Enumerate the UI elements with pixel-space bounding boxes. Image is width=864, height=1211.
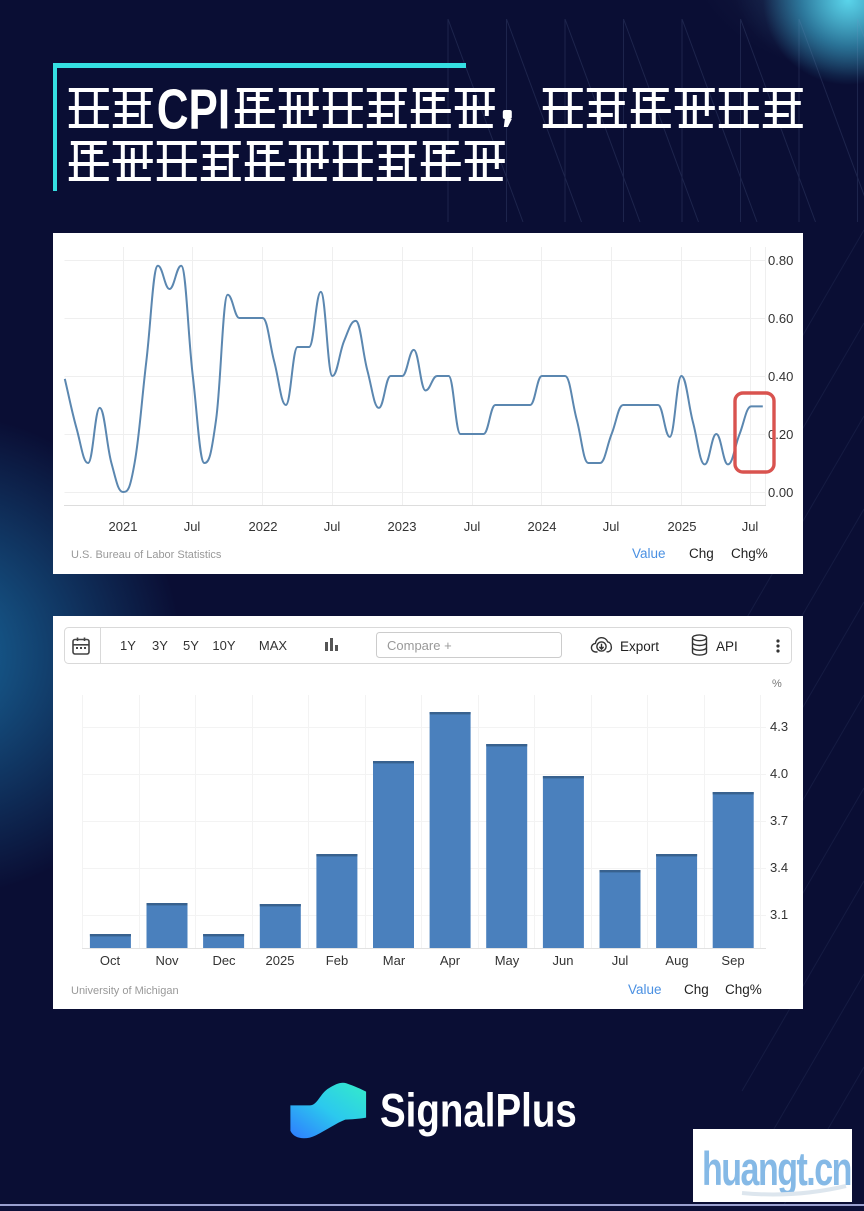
svg-text:Jul: Jul xyxy=(324,519,341,534)
svg-text:Chg%: Chg% xyxy=(731,546,768,561)
svg-text:3Y: 3Y xyxy=(152,638,168,653)
svg-text:Value: Value xyxy=(628,982,662,997)
svg-text:0.80: 0.80 xyxy=(768,253,793,268)
svg-text:0.00: 0.00 xyxy=(768,485,793,500)
svg-text:2023: 2023 xyxy=(388,519,417,534)
svg-text:2024: 2024 xyxy=(528,519,557,534)
svg-text:Oct: Oct xyxy=(100,953,121,968)
svg-text:Jul: Jul xyxy=(612,953,629,968)
svg-text:Chg%: Chg% xyxy=(725,982,762,997)
svg-text:May: May xyxy=(495,953,520,968)
svg-text:Chg: Chg xyxy=(684,982,709,997)
svg-text:%: % xyxy=(772,678,782,690)
svg-text:Nov: Nov xyxy=(155,953,179,968)
svg-text:Aug: Aug xyxy=(665,953,688,968)
svg-text:MAX: MAX xyxy=(259,638,288,653)
svg-text:Jul: Jul xyxy=(464,519,481,534)
svg-text:0.40: 0.40 xyxy=(768,369,793,384)
svg-text:Apr: Apr xyxy=(440,953,461,968)
svg-text:Jul: Jul xyxy=(742,519,759,534)
svg-text:Dec: Dec xyxy=(212,953,236,968)
svg-text:4.0: 4.0 xyxy=(770,766,788,781)
svg-text:Feb: Feb xyxy=(326,953,348,968)
svg-text:CPI: CPI xyxy=(157,77,230,141)
svg-text:Jul: Jul xyxy=(603,519,620,534)
svg-text:3.7: 3.7 xyxy=(770,813,788,828)
svg-text:2025: 2025 xyxy=(668,519,697,534)
svg-text:5Y: 5Y xyxy=(183,638,199,653)
svg-text:0.60: 0.60 xyxy=(768,311,793,326)
svg-text:2021: 2021 xyxy=(109,519,138,534)
svg-text:Mar: Mar xyxy=(383,953,406,968)
svg-text:huangt.cn: huangt.cn xyxy=(702,1142,851,1195)
svg-text:University of Michigan: University of Michigan xyxy=(71,985,179,997)
svg-text:Export: Export xyxy=(620,639,659,654)
svg-text:2022: 2022 xyxy=(249,519,278,534)
svg-text:3.1: 3.1 xyxy=(770,907,788,922)
svg-text:API: API xyxy=(716,639,738,654)
svg-text:Value: Value xyxy=(632,546,666,561)
svg-text:4.3: 4.3 xyxy=(770,719,788,734)
svg-text:1Y: 1Y xyxy=(120,638,136,653)
svg-text:Compare +: Compare + xyxy=(387,638,452,653)
svg-text:2025: 2025 xyxy=(266,953,295,968)
svg-text:Sep: Sep xyxy=(721,953,744,968)
svg-text:Jul: Jul xyxy=(184,519,201,534)
svg-text:U.S. Bureau of Labor Statistic: U.S. Bureau of Labor Statistics xyxy=(71,549,222,561)
svg-text:SignalPlus: SignalPlus xyxy=(380,1085,577,1137)
svg-text:10Y: 10Y xyxy=(212,638,235,653)
svg-text:3.4: 3.4 xyxy=(770,860,788,875)
svg-text:Jun: Jun xyxy=(553,953,574,968)
svg-text:Chg: Chg xyxy=(689,546,714,561)
